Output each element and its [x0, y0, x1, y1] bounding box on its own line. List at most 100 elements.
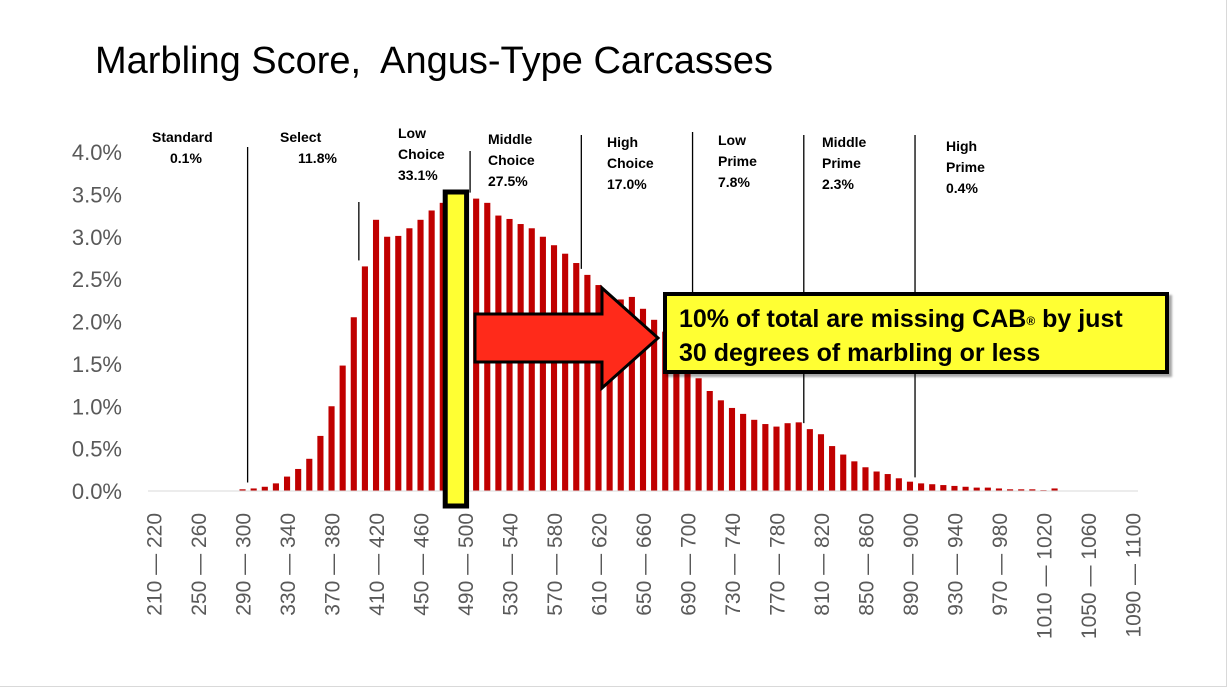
grade-label: Choice	[398, 146, 445, 162]
x-tick-label: 410 — 420	[366, 513, 389, 616]
bar-570	[550, 245, 558, 491]
bar-360	[317, 435, 324, 491]
y-tick-label: 0.0%	[72, 479, 122, 504]
bar-300	[250, 488, 257, 491]
bar-670	[662, 331, 669, 491]
bar-730	[728, 407, 736, 491]
bar-950	[973, 487, 980, 491]
grade-label: 0.4%	[946, 180, 978, 196]
bar-840	[851, 461, 858, 491]
bar-880	[895, 478, 902, 491]
bar-870	[884, 474, 891, 491]
bar-460	[428, 210, 435, 492]
grade-label: 27.5%	[488, 173, 528, 189]
y-tick-label: 2.0%	[72, 310, 122, 335]
x-tick-label: 570 — 580	[544, 513, 567, 616]
bar-340	[295, 468, 302, 491]
x-tick-label: 730 — 740	[722, 513, 745, 616]
x-tick-label: 770 — 780	[766, 513, 789, 616]
bar-780	[784, 423, 791, 491]
callout-box: 10% of total are missing CAB® by just 30…	[663, 292, 1169, 374]
callout-text: 10% of total are missing CAB® by just 30…	[679, 302, 1123, 370]
y-tick-label: 3.5%	[72, 182, 122, 207]
bar-720	[717, 400, 724, 491]
grade-label: Low	[398, 125, 426, 141]
bar-560	[539, 236, 546, 491]
x-tick-label: 450 — 460	[411, 513, 434, 616]
arrow-right-icon	[473, 284, 661, 392]
axes-group: 0.0% 0.5% 1.0% 1.5% 2.0% 2.5% 3.0% 3.5% 4.0% 210 …	[72, 140, 1146, 639]
x-tick-label: 610 — 620	[589, 513, 612, 616]
bar-440	[406, 228, 413, 491]
x-tick-label: 210 — 220	[144, 513, 167, 616]
bar-400	[361, 266, 368, 491]
grade-label: Choice	[488, 152, 535, 168]
bar-640	[628, 296, 635, 491]
x-tick-label: 850 — 860	[855, 513, 878, 616]
bar-910	[929, 484, 936, 491]
x-tick-label: 530 — 540	[500, 513, 523, 616]
grade-label: Standard	[152, 129, 213, 145]
grade-label: 33.1%	[398, 167, 438, 183]
x-tick-label: 930 — 940	[944, 513, 967, 616]
bar-450	[417, 219, 424, 492]
bar-800	[806, 429, 813, 491]
x-tick-label: 970 — 980	[989, 513, 1012, 616]
bar-850	[862, 467, 869, 491]
bar-310	[261, 486, 268, 491]
callout-line1-suffix: by just	[1035, 305, 1123, 333]
x-tick-label: 810 — 820	[811, 513, 834, 616]
bar-740	[740, 413, 747, 491]
grade-label: Prime	[946, 159, 985, 175]
x-tick-label: 370 — 380	[322, 513, 345, 616]
y-tick-label: 3.0%	[72, 225, 122, 250]
y-tick-label: 1.5%	[72, 352, 122, 377]
x-tick-label: 1090 — 1100	[1122, 513, 1145, 638]
bar-580	[562, 253, 569, 491]
bar-350	[306, 458, 313, 491]
grade-label: 17.0%	[607, 176, 647, 192]
bar-700	[695, 378, 702, 491]
bar-920	[940, 485, 947, 491]
chart-title: Marbling Score, Angus-Type Carcasses	[95, 40, 773, 82]
x-tick-label: 490 — 500	[455, 513, 478, 616]
registered-mark: ®	[1026, 314, 1036, 328]
grade-label: 7.8%	[718, 174, 750, 190]
bar-630	[617, 299, 624, 491]
bar-390	[350, 317, 357, 491]
grade-label: Prime	[822, 155, 861, 171]
bar-750	[751, 419, 758, 491]
x-tick-label: 1050 — 1060	[1078, 513, 1101, 639]
bar-680	[673, 346, 680, 491]
grade-label: 0.1%	[170, 150, 202, 166]
x-tick-label: 690 — 700	[677, 513, 700, 616]
bar-820	[829, 446, 836, 491]
bar-370	[328, 406, 335, 491]
x-tick-label: 290 — 300	[233, 513, 256, 616]
grade-label: Prime	[718, 153, 757, 169]
y-tick-label: 4.0%	[72, 140, 122, 165]
bar-290	[239, 489, 246, 491]
bar-960	[984, 487, 991, 491]
bar-330	[283, 476, 291, 491]
grade-label: Choice	[607, 155, 654, 171]
bar-590	[573, 263, 580, 491]
bar-600	[584, 274, 591, 491]
y-tick-label: 0.5%	[72, 437, 122, 462]
bar-620	[606, 296, 613, 491]
bar-860	[873, 471, 880, 491]
y-tick-label: 2.5%	[72, 267, 122, 292]
bar-410	[372, 219, 380, 492]
bar-660	[651, 319, 658, 491]
bar-940	[962, 486, 969, 491]
highlight-box	[442, 189, 470, 509]
bar-320	[272, 483, 279, 491]
bar-1020	[1051, 488, 1058, 491]
grade-label: Middle	[822, 134, 867, 150]
bar-900	[918, 483, 925, 491]
bar-790	[795, 422, 802, 491]
bar-890	[906, 481, 914, 491]
bar-810	[817, 434, 825, 491]
bar-980	[1007, 489, 1014, 491]
